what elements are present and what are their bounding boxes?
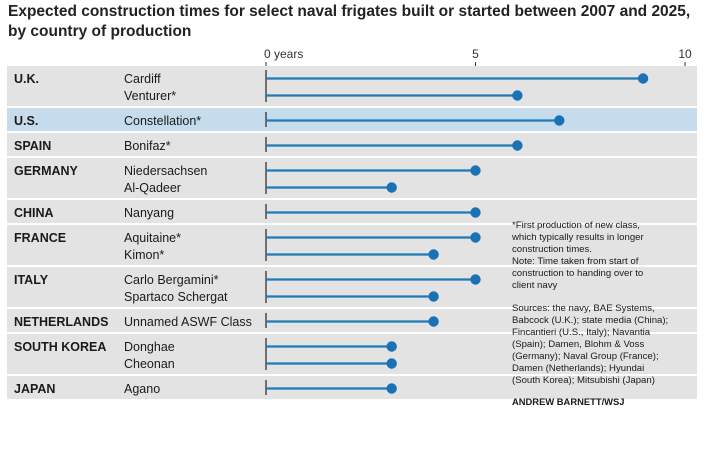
country-label: U.K. <box>14 72 39 86</box>
x-tick-label: 5 <box>472 47 479 61</box>
sources-line: Damen (Netherlands); Hyundai <box>512 362 645 374</box>
country-band <box>7 267 697 307</box>
footnote-line: Note: Time taken from start of <box>512 255 639 267</box>
ship-label: Agano <box>124 382 160 396</box>
country-band <box>7 334 697 374</box>
data-point <box>428 249 439 260</box>
ship-label: Spartaco Schergat <box>124 290 228 304</box>
data-point <box>637 73 649 84</box>
data-point <box>386 341 397 352</box>
country-label: SOUTH KOREA <box>14 340 106 354</box>
sources-line: (South Korea); Mitsubishi (Japan) <box>512 374 655 386</box>
country-label: NETHERLANDS <box>14 315 108 329</box>
chart-notes: *First production of new class, which ty… <box>512 220 672 408</box>
sources-line: Sources: the navy, BAE Systems, <box>512 303 655 315</box>
credit: ANDREW BARNETT/WSJ <box>512 395 625 407</box>
country-label: FRANCE <box>14 231 66 245</box>
footnote-line: construction to handing over to <box>512 267 644 279</box>
sources-line: (Germany); Naval Group (France); <box>512 351 659 363</box>
chart-title-line-2: by country of production <box>8 23 192 40</box>
country-band <box>7 158 697 198</box>
ship-label: Venturer* <box>124 89 176 103</box>
ship-label: Al-Qadeer <box>124 181 181 195</box>
country-label: ITALY <box>14 273 49 287</box>
country-label: CHINA <box>14 206 54 220</box>
footnote-line: construction times. <box>512 243 592 255</box>
ship-label: Aquitaine* <box>124 231 181 245</box>
data-point <box>470 232 481 243</box>
data-point <box>470 207 481 218</box>
data-point <box>512 90 523 101</box>
ship-label: Donghae <box>124 340 175 354</box>
chart-title: Expected construction times for select n… <box>8 2 698 42</box>
data-point <box>470 274 481 285</box>
footnote: *First production of new class, which ty… <box>512 220 672 291</box>
data-point <box>470 165 481 176</box>
footnote-line: *First production of new class, <box>512 220 640 231</box>
ship-label: Niedersachsen <box>124 164 207 178</box>
ship-label: Nanyang <box>124 206 174 220</box>
x-tick-label: 0 years <box>264 47 303 61</box>
country-band <box>7 225 697 265</box>
country-band <box>7 66 697 106</box>
ship-label: Cardiff <box>124 72 161 86</box>
country-label: GERMANY <box>14 164 79 178</box>
chart-title-line-1: Expected construction times for select n… <box>8 3 691 20</box>
country-label: SPAIN <box>14 139 51 153</box>
country-label: U.S. <box>14 114 38 128</box>
footnote-line: client navy <box>512 279 558 291</box>
x-tick-label: 10 <box>678 47 692 61</box>
ship-label: Kimon* <box>124 248 164 262</box>
data-point <box>428 291 439 302</box>
sources-line: (Spain); Damen, Blohm & Voss <box>512 339 645 351</box>
sources: Sources: the navy, BAE Systems, Babcock … <box>512 303 672 386</box>
ship-label: Constellation* <box>124 114 201 128</box>
ship-label: Bonifaz* <box>124 139 171 153</box>
sources-line: Babcock (U.K.); state media (China); <box>512 315 669 327</box>
country-label: JAPAN <box>14 382 55 396</box>
data-point <box>386 182 397 193</box>
data-point <box>386 358 397 369</box>
footnote-line: which typically results in longer <box>512 231 644 243</box>
sources-line: Fincantieri (U.S., Italy); Navantia <box>512 327 651 339</box>
data-point <box>554 115 565 126</box>
data-point <box>428 316 439 327</box>
data-point <box>512 140 523 151</box>
ship-label: Carlo Bergamini* <box>124 273 219 287</box>
data-point <box>386 383 397 394</box>
ship-label: Cheonan <box>124 357 175 371</box>
ship-label: Unnamed ASWF Class <box>124 315 252 329</box>
